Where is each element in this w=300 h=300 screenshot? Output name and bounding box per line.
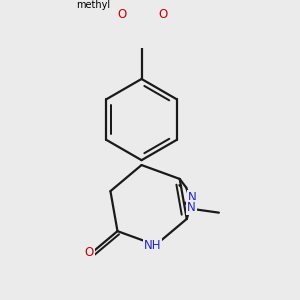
Text: methyl: methyl [76,0,110,10]
Text: O: O [158,8,167,21]
Text: N: N [188,191,197,204]
Text: N: N [187,201,196,214]
Text: O: O [117,8,126,21]
Text: O: O [158,8,167,21]
Text: O: O [85,246,94,259]
Text: NH: NH [143,238,161,251]
Text: O: O [117,8,127,21]
